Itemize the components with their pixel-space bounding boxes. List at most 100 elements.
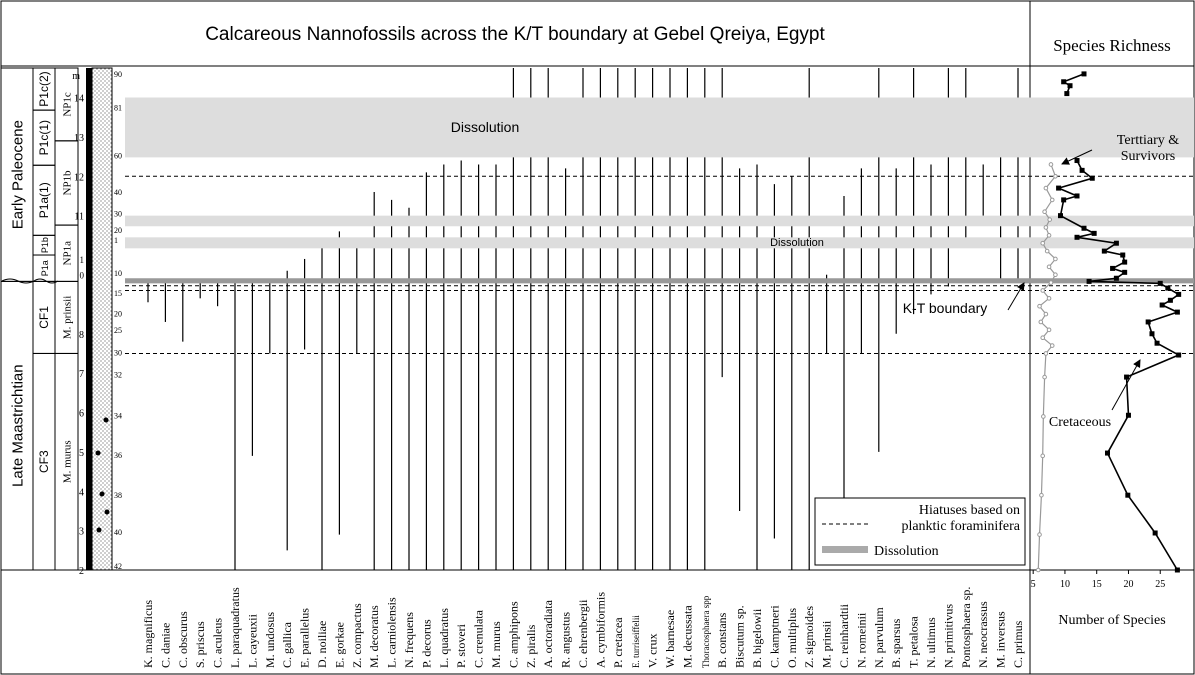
species-label: T. petalosa <box>907 616 921 668</box>
sample-label: 15 <box>114 289 122 298</box>
concretion <box>95 450 101 456</box>
marker <box>1110 265 1116 271</box>
species-label: C. amphipons <box>506 601 520 668</box>
legend-box <box>814 497 1026 566</box>
marker <box>1124 374 1130 380</box>
zone-label: CF1 <box>37 306 51 329</box>
kt-arrow <box>1007 282 1025 311</box>
marker <box>1081 71 1087 77</box>
species-label: M. undosus <box>263 612 277 668</box>
x-tick-label: 10 <box>1060 579 1070 590</box>
species-label: A. cymbiformis <box>593 592 607 668</box>
concretion <box>103 417 109 423</box>
species-label: N. neocrassus <box>976 601 990 668</box>
meter-unit: m <box>72 71 80 82</box>
marker <box>1105 450 1111 456</box>
meter-tick-label: 12 <box>74 172 84 183</box>
marker <box>1149 331 1155 337</box>
meter-tick-label: 2 <box>79 566 84 577</box>
title: Calcareous Nannofossils across the K/T b… <box>205 24 825 45</box>
meter-tick-label: 13 <box>74 133 84 144</box>
annotation: K-T boundary <box>903 300 988 316</box>
marker <box>1174 309 1180 315</box>
marker <box>1043 185 1049 191</box>
species-label: P. decorus <box>419 619 433 668</box>
concretion <box>99 491 105 497</box>
zone-label: P1a <box>40 260 50 276</box>
richness-line <box>1056 73 1181 571</box>
species-label: M. inversus <box>994 611 1008 668</box>
sample-label: 34 <box>114 411 122 420</box>
marker <box>1043 225 1049 230</box>
marker <box>1061 197 1067 203</box>
zone-label: NP1c <box>61 92 73 117</box>
marker <box>1089 175 1095 181</box>
species-label: R. angustus <box>559 612 573 668</box>
dissolution-band <box>125 278 1194 284</box>
species-label: M. decussata <box>680 605 694 668</box>
marker <box>1046 296 1052 301</box>
zone-box <box>54 352 79 571</box>
marker <box>1074 234 1080 240</box>
species-label: V. crux <box>646 634 660 668</box>
species-label: N. parvulum <box>872 607 886 668</box>
x-tick-label: 15 <box>1092 579 1102 590</box>
species-label: C. primus <box>1011 620 1025 668</box>
marker <box>1041 414 1046 419</box>
marker <box>1042 209 1047 215</box>
species-label: B. sparsus <box>889 618 903 668</box>
sample-label: 60 <box>114 151 122 160</box>
marker <box>1159 302 1165 308</box>
marker <box>1176 352 1182 358</box>
marker <box>1113 240 1119 246</box>
marker <box>1047 217 1052 222</box>
species-label: P. stoveri <box>454 623 468 668</box>
marker <box>1074 193 1080 199</box>
marker <box>1125 412 1131 418</box>
zone-label: Early Paleocene <box>9 120 26 229</box>
sample-label: 90 <box>114 70 122 79</box>
meter-tick-label: 11 <box>74 212 84 223</box>
legend-label: planktic foraminifera <box>901 519 1020 534</box>
concretion <box>104 509 110 515</box>
marker <box>1048 162 1054 167</box>
meter-tick-label: 3 <box>79 527 84 538</box>
marker <box>1086 278 1092 284</box>
annotation: Dissolution <box>770 237 824 249</box>
species-label: Thoracosphaera spp <box>701 595 711 668</box>
zone-label: Late Maastrichtian <box>9 364 26 487</box>
zone-label: NP1a <box>61 241 73 266</box>
richness-title: Species Richness <box>1053 36 1171 55</box>
species-label: K. magnificus <box>141 600 155 668</box>
species-label: E. gorkae <box>332 622 346 668</box>
species-label: Z. sigmoides <box>802 606 816 668</box>
meter-tick-label: 1 <box>80 255 85 265</box>
marker <box>1174 567 1180 573</box>
species-label: Z. compactus <box>350 603 364 668</box>
dissolution-band <box>125 97 1194 158</box>
marker <box>1053 256 1058 262</box>
lithology-column <box>91 67 113 571</box>
zone-label: NP1b <box>61 170 73 196</box>
species-label: Z. piralis <box>524 624 538 668</box>
marker <box>1046 327 1052 333</box>
x-tick-label: 20 <box>1123 579 1133 590</box>
species-label: P. cretacea <box>611 617 625 668</box>
series-annotation: Terttiary & Survivors <box>1117 133 1179 164</box>
label-line: Survivors <box>1121 149 1175 164</box>
zone-label: CF3 <box>37 450 51 473</box>
species-label: C. ehrenbergii <box>576 599 590 668</box>
sample-label: 20 <box>114 309 122 318</box>
species-label: B. bigelowii <box>750 608 764 668</box>
marker <box>1091 230 1097 236</box>
species-label: N. romeinii <box>854 612 868 668</box>
series-annotation: Cretaceous <box>1049 415 1111 430</box>
marker <box>1125 492 1131 498</box>
species-label: O. multiplus <box>785 608 799 668</box>
species-label: A. octoradiata <box>541 599 555 668</box>
species-label: Pontosphaera sp. <box>959 587 973 668</box>
species-label: N. frequens <box>402 612 416 668</box>
zone-label: M. murus <box>61 440 73 483</box>
